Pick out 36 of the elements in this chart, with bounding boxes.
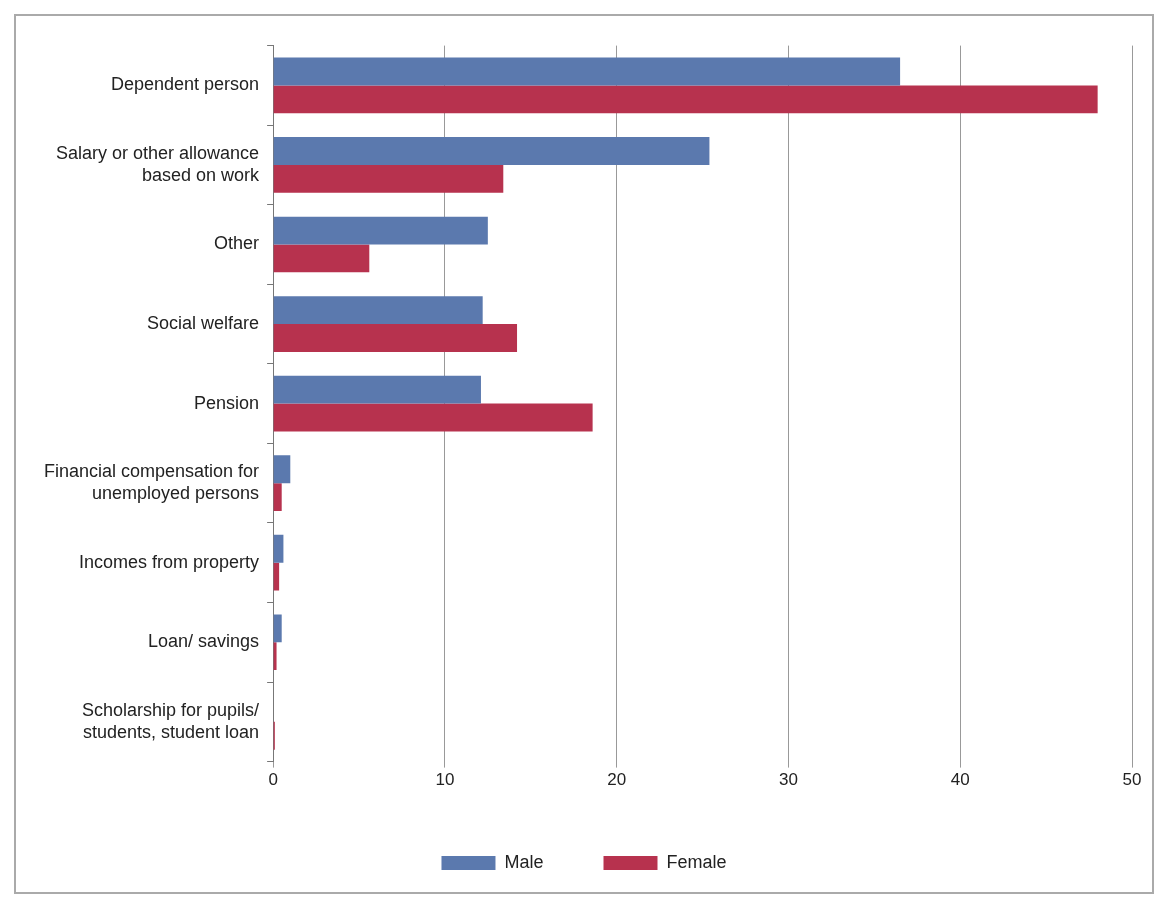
bar bbox=[273, 403, 593, 432]
y-tick-label: Social welfare bbox=[147, 313, 260, 334]
category-label: students, student loan bbox=[82, 721, 260, 742]
bar bbox=[273, 85, 1098, 114]
y-tick-label: Dependent person bbox=[110, 74, 260, 95]
category-label: Salary or other allowance bbox=[56, 143, 260, 164]
y-tick-label: Other bbox=[214, 233, 260, 254]
bar bbox=[273, 244, 370, 273]
bar bbox=[273, 216, 488, 245]
bar bbox=[273, 164, 504, 193]
x-tick-label: 20 bbox=[607, 770, 627, 790]
y-tick-label: Pension bbox=[194, 392, 260, 413]
bar bbox=[273, 614, 282, 643]
bar bbox=[273, 534, 284, 563]
x-tick-label: 40 bbox=[950, 770, 970, 790]
legend-label: Female bbox=[666, 851, 727, 872]
category-label: based on work bbox=[142, 164, 260, 185]
y-tick-label: Incomes from property bbox=[79, 551, 260, 572]
bar bbox=[273, 483, 282, 511]
x-tick-label: 10 bbox=[435, 770, 455, 790]
bar bbox=[273, 137, 710, 165]
x-tick-label: 0 bbox=[268, 770, 278, 790]
x-tick-label: 50 bbox=[1122, 770, 1142, 790]
bar bbox=[273, 375, 481, 404]
category-label: Scholarship for pupils/ bbox=[82, 699, 260, 720]
bar bbox=[273, 455, 291, 484]
x-tick-label: 30 bbox=[778, 770, 798, 790]
bar bbox=[273, 562, 280, 591]
y-tick-label: Loan/ savings bbox=[148, 631, 260, 652]
legend-label: Male bbox=[504, 851, 544, 872]
category-label: Financial compensation for bbox=[43, 461, 260, 482]
bar bbox=[273, 296, 483, 325]
category-label: unemployed persons bbox=[92, 482, 260, 503]
bar bbox=[273, 57, 901, 86]
bar bbox=[273, 642, 277, 671]
bar bbox=[273, 324, 518, 352]
